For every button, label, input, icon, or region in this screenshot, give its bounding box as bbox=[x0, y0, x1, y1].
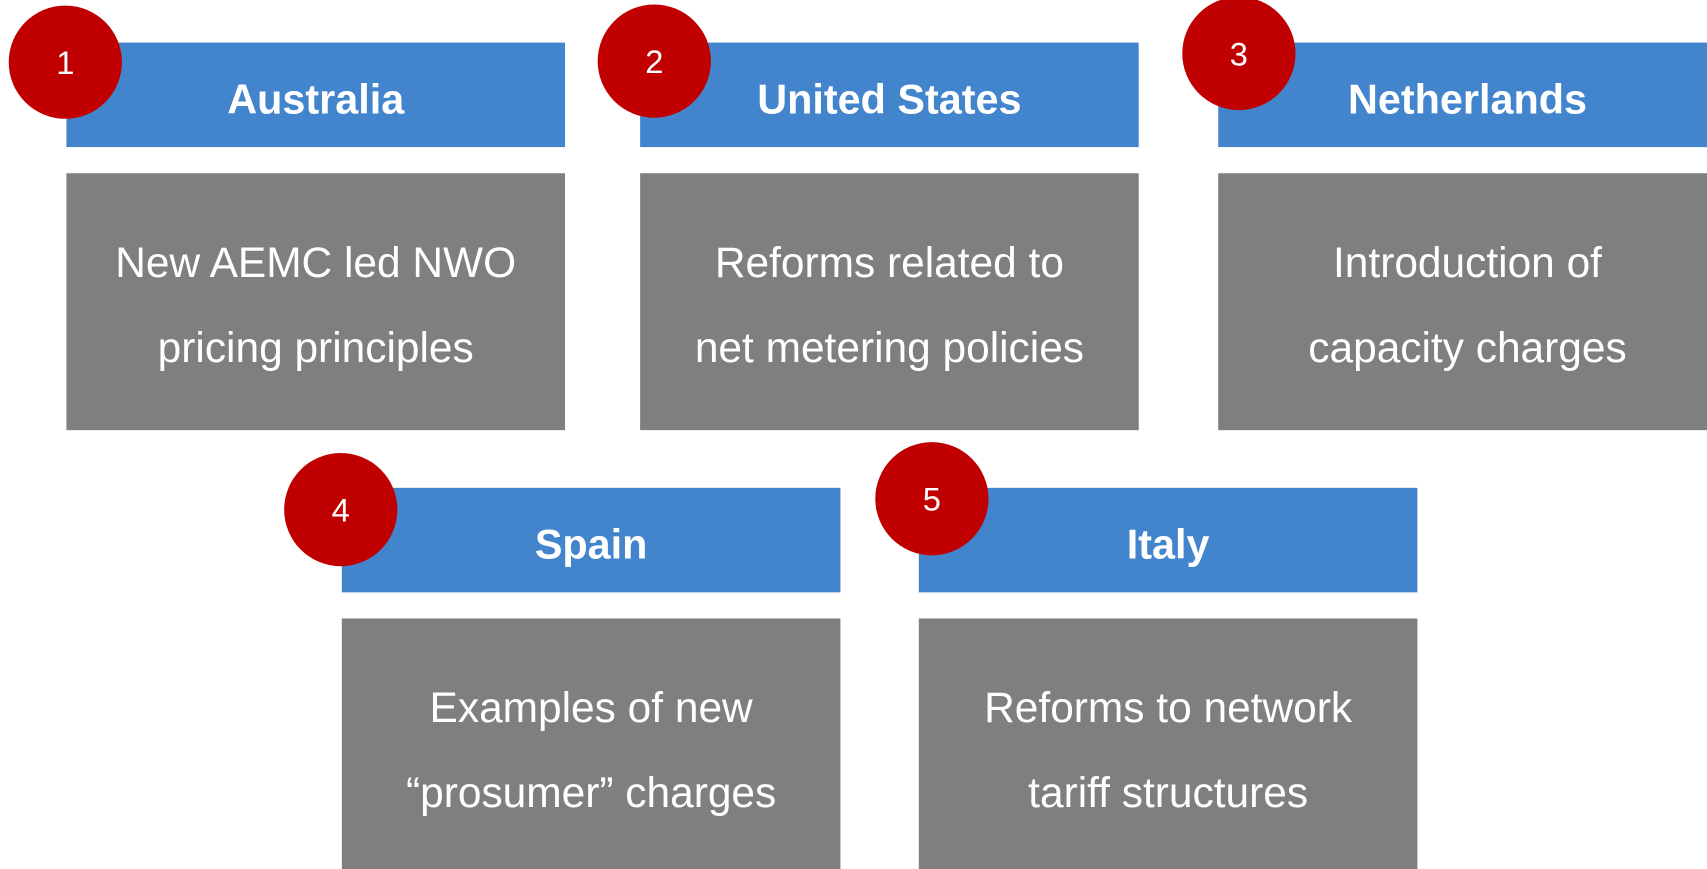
description-line: Reforms to network bbox=[984, 684, 1353, 731]
description-line: tariff structures bbox=[1028, 769, 1308, 816]
description-line: capacity charges bbox=[1308, 324, 1626, 371]
description-line: Introduction of bbox=[1333, 239, 1602, 286]
country: Australia bbox=[227, 76, 405, 122]
description-line: New AEMC led NWO bbox=[115, 239, 516, 286]
number: 2 bbox=[645, 43, 663, 80]
description-line: Examples of new bbox=[430, 684, 754, 731]
header-box bbox=[918, 487, 1418, 593]
number-badge bbox=[1182, 0, 1296, 111]
number-badge bbox=[284, 453, 398, 567]
header-box bbox=[640, 42, 1139, 148]
country: Netherlands bbox=[1348, 76, 1587, 122]
number-badge bbox=[8, 5, 122, 119]
description-line: pricing principles bbox=[158, 324, 474, 371]
description-box bbox=[66, 173, 566, 431]
description-box bbox=[640, 173, 1139, 431]
number: 3 bbox=[1230, 35, 1248, 72]
header-box bbox=[66, 42, 566, 148]
header-box bbox=[341, 487, 841, 593]
number-badge bbox=[597, 4, 711, 118]
country: Spain bbox=[535, 522, 648, 568]
description-box bbox=[1218, 173, 1707, 431]
description-box bbox=[918, 618, 1418, 869]
header-box bbox=[1218, 42, 1707, 148]
number: 1 bbox=[56, 44, 74, 81]
number-badge bbox=[875, 442, 989, 556]
number: 5 bbox=[923, 481, 941, 518]
description-line: net metering policies bbox=[695, 324, 1084, 371]
description-line: “prosumer” charges bbox=[406, 769, 776, 816]
number: 4 bbox=[332, 492, 350, 529]
country: Italy bbox=[1127, 522, 1210, 568]
description-box bbox=[341, 618, 841, 869]
country: United States bbox=[757, 76, 1021, 122]
description-line: Reforms related to bbox=[715, 239, 1064, 286]
